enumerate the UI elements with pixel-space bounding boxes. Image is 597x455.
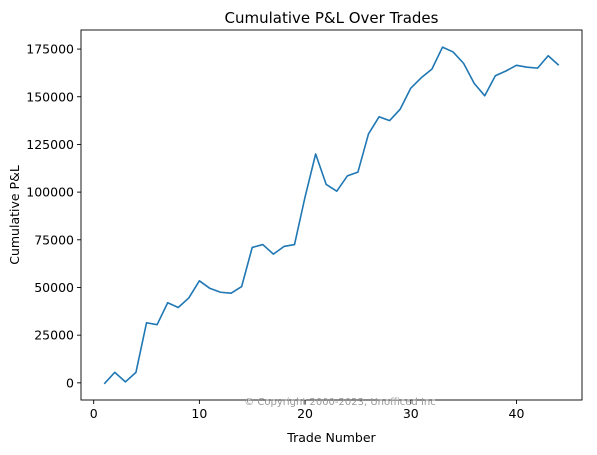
x-tick-label: 40	[509, 406, 525, 421]
x-tick-label: 10	[191, 406, 207, 421]
y-tick-label: 125000	[26, 137, 74, 152]
x-tick-label: 30	[403, 406, 419, 421]
chart-title: Cumulative P&L Over Trades	[225, 9, 439, 27]
x-tick-label: 0	[90, 406, 98, 421]
y-tick-label: 100000	[26, 185, 74, 200]
y-tick-label: 75000	[34, 232, 74, 247]
plot-layer	[103, 46, 560, 385]
y-tick-label: 0	[66, 375, 74, 390]
plot-frame	[80, 29, 583, 401]
pnl-series-line	[103, 46, 560, 385]
x-axis-label: Trade Number	[286, 430, 376, 445]
x-tick-label: 20	[297, 406, 313, 421]
copyright-watermark: © Copyright 2000-2023, Unofficed Inc	[244, 397, 436, 408]
y-tick-label: 175000	[26, 42, 74, 57]
y-tick-label: 25000	[34, 328, 74, 343]
tick-layer: 0 10 20 30 40 0 25000 50000 75000 100000 125000 150…	[26, 42, 524, 421]
y-tick-label: 150000	[26, 89, 74, 104]
y-tick-label: 50000	[34, 280, 74, 295]
y-axis-label: Cumulative P&L	[7, 165, 22, 265]
